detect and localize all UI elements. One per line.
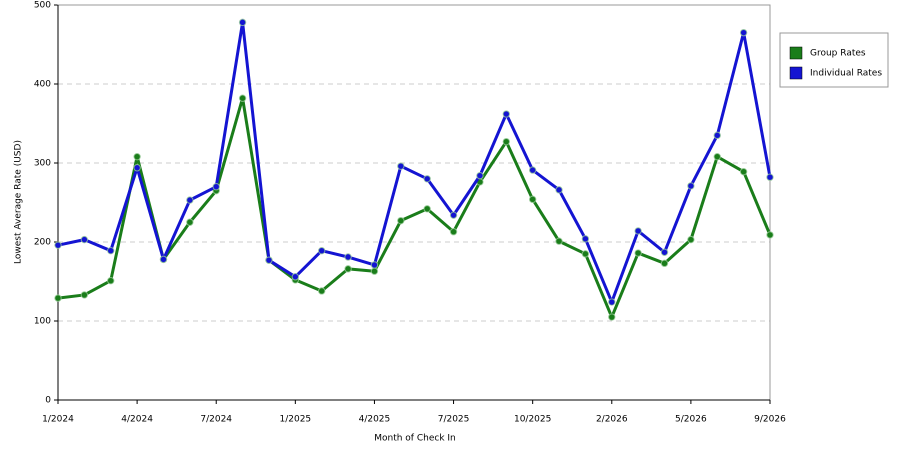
- data-point: [265, 256, 273, 264]
- data-point: [107, 246, 115, 255]
- data-point: [660, 248, 669, 256]
- data-point: [713, 152, 721, 161]
- x-tick-label: 7/2025: [438, 415, 470, 425]
- data-point: [608, 298, 616, 306]
- x-tick-label: 4/2024: [121, 415, 153, 425]
- x-tick-label: 10/2025: [514, 415, 551, 425]
- y-tick-label: 400: [34, 80, 51, 90]
- plot-frame: [57, 4, 771, 401]
- data-point: [502, 110, 510, 118]
- data-point: [581, 250, 590, 258]
- x-tick-label: 2/2026: [596, 415, 628, 425]
- data-point: [528, 166, 537, 174]
- data-point: [423, 205, 431, 213]
- data-point: [608, 313, 616, 321]
- x-tick-label: 1/2025: [279, 415, 311, 425]
- data-point: [739, 28, 748, 37]
- data-point: [555, 237, 563, 245]
- y-tick-label: 0: [45, 396, 51, 406]
- y-tick-label: 200: [34, 238, 51, 248]
- x-tick-label: 5/2026: [675, 415, 707, 425]
- data-point: [423, 175, 431, 183]
- data-point: [449, 228, 458, 236]
- data-point: [634, 227, 642, 235]
- data-point: [54, 241, 62, 249]
- data-point: [80, 235, 89, 244]
- y-tick-label: 500: [34, 1, 51, 11]
- data-point: [581, 235, 590, 243]
- data-point: [660, 259, 669, 268]
- data-point: [370, 267, 379, 275]
- data-point: [238, 18, 247, 27]
- data-point: [318, 287, 326, 295]
- data-point: [186, 218, 194, 226]
- data-point: [159, 255, 168, 264]
- data-point: [766, 231, 774, 239]
- data-point: [291, 273, 300, 281]
- data-point: [107, 277, 115, 285]
- data-point: [687, 235, 695, 244]
- series-line: [57, 20, 772, 304]
- x-tick-label: 7/2024: [200, 415, 232, 425]
- data-point: [133, 164, 141, 172]
- data-point: [80, 291, 89, 299]
- data-point: [766, 173, 774, 181]
- data-point: [397, 216, 405, 225]
- data-point: [238, 94, 247, 102]
- data-point: [449, 211, 458, 219]
- data-point: [344, 253, 352, 261]
- data-point: [528, 195, 537, 204]
- legend-swatch: [789, 46, 803, 60]
- data-point: [502, 137, 510, 146]
- data-point: [687, 182, 695, 190]
- data-point: [54, 294, 62, 302]
- legend-swatch: [789, 66, 803, 80]
- y-tick-label: 300: [34, 159, 51, 169]
- data-point: [212, 183, 220, 191]
- y-axis-label: Lowest Average Rate (USD): [14, 140, 24, 264]
- series-line: [57, 96, 772, 319]
- data-point: [713, 131, 721, 140]
- legend-label: Individual Rates: [810, 69, 882, 79]
- data-point: [318, 246, 326, 255]
- data-point: [555, 186, 563, 194]
- x-tick-label: 9/2026: [754, 415, 786, 425]
- data-point: [739, 167, 748, 176]
- data-point: [186, 196, 194, 204]
- data-point: [370, 261, 379, 269]
- data-point: [344, 265, 352, 273]
- data-point: [397, 162, 405, 170]
- data-point: [133, 152, 141, 161]
- legend-label: Group Rates: [810, 49, 866, 59]
- x-tick-label: 4/2025: [359, 415, 391, 425]
- data-point: [476, 171, 484, 180]
- data-point: [634, 249, 642, 257]
- y-tick-label: 100: [34, 317, 51, 327]
- x-tick-label: 1/2024: [42, 415, 74, 425]
- x-axis-label: Month of Check In: [374, 434, 456, 444]
